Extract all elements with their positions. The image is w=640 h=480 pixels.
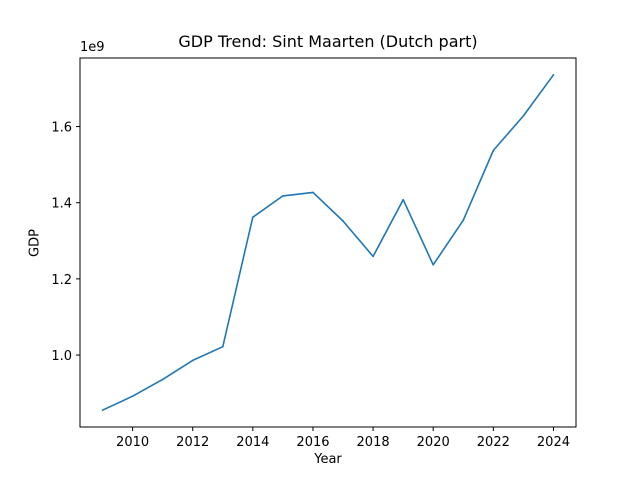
data-point — [221, 345, 224, 348]
data-point — [191, 359, 194, 362]
data-point — [462, 219, 465, 222]
y-tick-label: 1.4 — [51, 197, 72, 212]
series-lines — [101, 73, 555, 412]
data-point — [312, 191, 314, 194]
series-line — [102, 74, 555, 411]
chart-title: GDP Trend: Sint Maarten (Dutch part) — [178, 32, 478, 51]
y-tick-label: 1.2 — [51, 273, 72, 288]
y-axis-offset-label: 1e9 — [80, 40, 105, 55]
data-point — [131, 395, 134, 397]
x-tick-label: 2022 — [477, 435, 510, 450]
x-tick-label: 2014 — [236, 435, 269, 450]
data-point — [282, 195, 284, 197]
x-tick-label: 2012 — [176, 435, 209, 450]
y-tick-label: 1.6 — [51, 121, 72, 136]
data-point — [101, 409, 104, 412]
x-tick-label: 2020 — [417, 435, 450, 450]
x-tick-label: 2024 — [537, 435, 570, 450]
data-point — [252, 216, 254, 218]
x-tick-label: 2018 — [357, 435, 390, 450]
plot-border — [79, 57, 577, 428]
data-point — [161, 378, 164, 381]
axis-ticks: 2010 2012 2014 2016 2018 2020 2022 2024 1.0 1.2 1.… — [51, 121, 570, 450]
x-axis-label: Year — [314, 452, 342, 467]
y-axis-label: GDP — [27, 229, 43, 257]
y-tick-label: 1.0 — [51, 349, 72, 364]
data-point — [342, 220, 344, 222]
plot-area — [79, 57, 577, 428]
data-point — [522, 115, 525, 117]
data-point — [372, 255, 374, 258]
x-tick-label: 2016 — [296, 435, 329, 450]
data-point — [552, 73, 555, 76]
data-point — [492, 149, 495, 152]
x-tick-label: 2010 — [116, 435, 149, 450]
data-point — [402, 198, 404, 201]
data-point — [432, 263, 435, 266]
